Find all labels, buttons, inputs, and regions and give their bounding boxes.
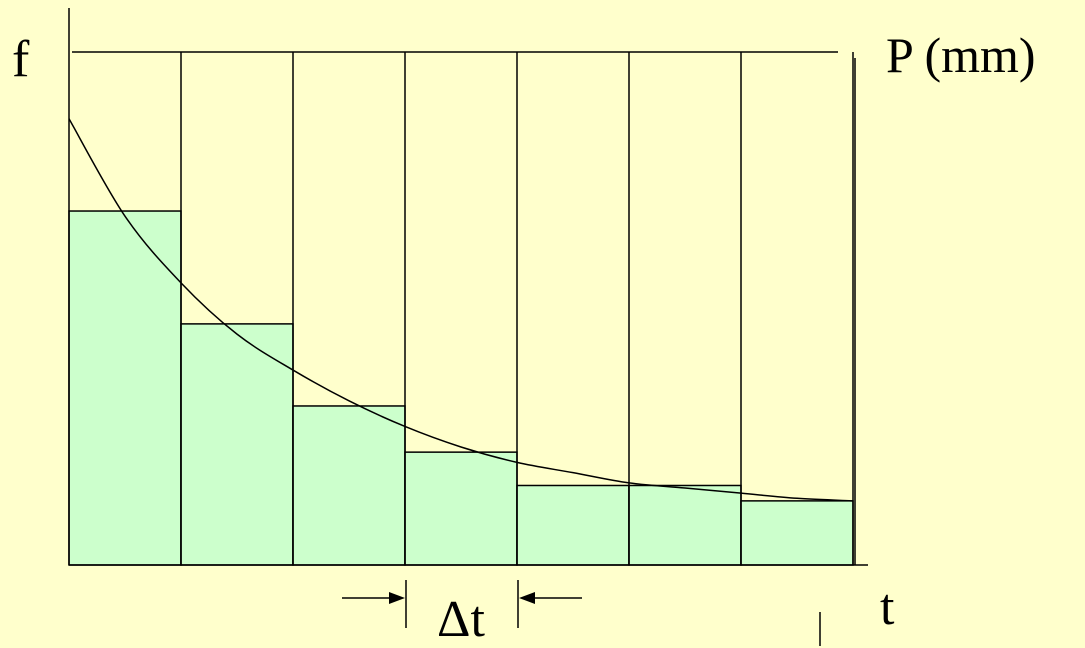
bar-2: [180, 323, 294, 566]
bar-7: [740, 500, 854, 566]
bar-1: [68, 210, 182, 566]
delta-t-label: Δt: [437, 591, 485, 648]
bar-4: [404, 451, 518, 566]
bar-6: [628, 484, 742, 566]
bars-group: [68, 210, 854, 566]
delta-t-left-arrow-head: [389, 592, 405, 604]
top-line-label: P (mm): [886, 27, 1036, 83]
bar-5: [516, 484, 630, 566]
infiltration-curve: [68, 118, 854, 502]
delta-t-right-arrow-head: [519, 592, 535, 604]
bar-3: [292, 405, 406, 566]
y-axis-label: f: [12, 31, 30, 88]
delta-t-marker: [342, 580, 582, 628]
interval-dividers: [180, 52, 854, 565]
x-axis-label: t: [880, 579, 895, 636]
